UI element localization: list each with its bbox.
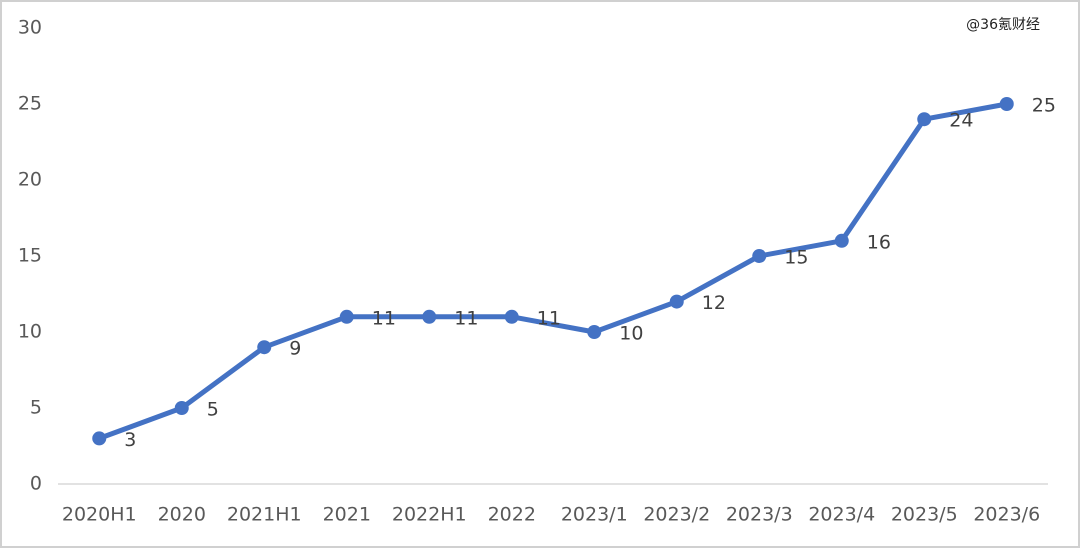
data-label: 12 <box>702 292 726 314</box>
data-label: 10 <box>619 323 643 345</box>
y-tick-label: 0 <box>30 473 42 495</box>
x-tick-label: 2023/5 <box>891 504 958 526</box>
data-point <box>752 249 767 263</box>
watermark: @36氪财经 <box>966 17 1040 33</box>
data-label: 11 <box>537 307 561 329</box>
data-label: 11 <box>372 307 396 329</box>
data-point <box>504 309 519 324</box>
y-tick-label: 15 <box>18 245 42 267</box>
x-tick-label: 2020H1 <box>62 504 137 526</box>
x-tick-label: 2023/1 <box>561 504 628 526</box>
data-point <box>257 340 272 355</box>
y-tick-label: 10 <box>18 321 42 343</box>
data-point <box>917 112 932 127</box>
data-point <box>339 309 354 324</box>
data-point <box>174 401 189 415</box>
data-label: 5 <box>207 399 219 421</box>
data-point <box>834 233 849 248</box>
data-label: 11 <box>454 307 478 329</box>
data-label: 25 <box>1032 95 1056 117</box>
x-tick-label: 2023/6 <box>973 504 1040 526</box>
y-tick-label: 20 <box>18 169 42 191</box>
data-line <box>98 101 1008 441</box>
y-tick-label: 30 <box>18 17 42 39</box>
data-label: 24 <box>949 110 973 132</box>
data-point <box>669 294 684 309</box>
data-point <box>92 431 107 446</box>
x-tick-label: 2023/2 <box>643 504 710 526</box>
data-label: 9 <box>289 338 301 360</box>
data-label: 15 <box>784 247 808 269</box>
y-tick-label: 25 <box>18 93 42 115</box>
x-tick-label: 2023/4 <box>808 504 875 526</box>
data-point <box>999 97 1014 111</box>
x-tick-label: 2022H1 <box>392 504 467 526</box>
data-label: 16 <box>867 231 891 253</box>
x-tick-label: 2021H1 <box>227 504 302 526</box>
x-tick-label: 2023/3 <box>726 504 793 526</box>
x-tick-label: 2022 <box>488 504 536 526</box>
x-tick-label: 2021 <box>323 504 371 526</box>
x-tick-label: 2020 <box>158 504 206 526</box>
data-point <box>422 309 437 324</box>
data-label: 3 <box>124 429 136 451</box>
data-point <box>587 325 602 339</box>
y-tick-label: 5 <box>30 397 42 419</box>
